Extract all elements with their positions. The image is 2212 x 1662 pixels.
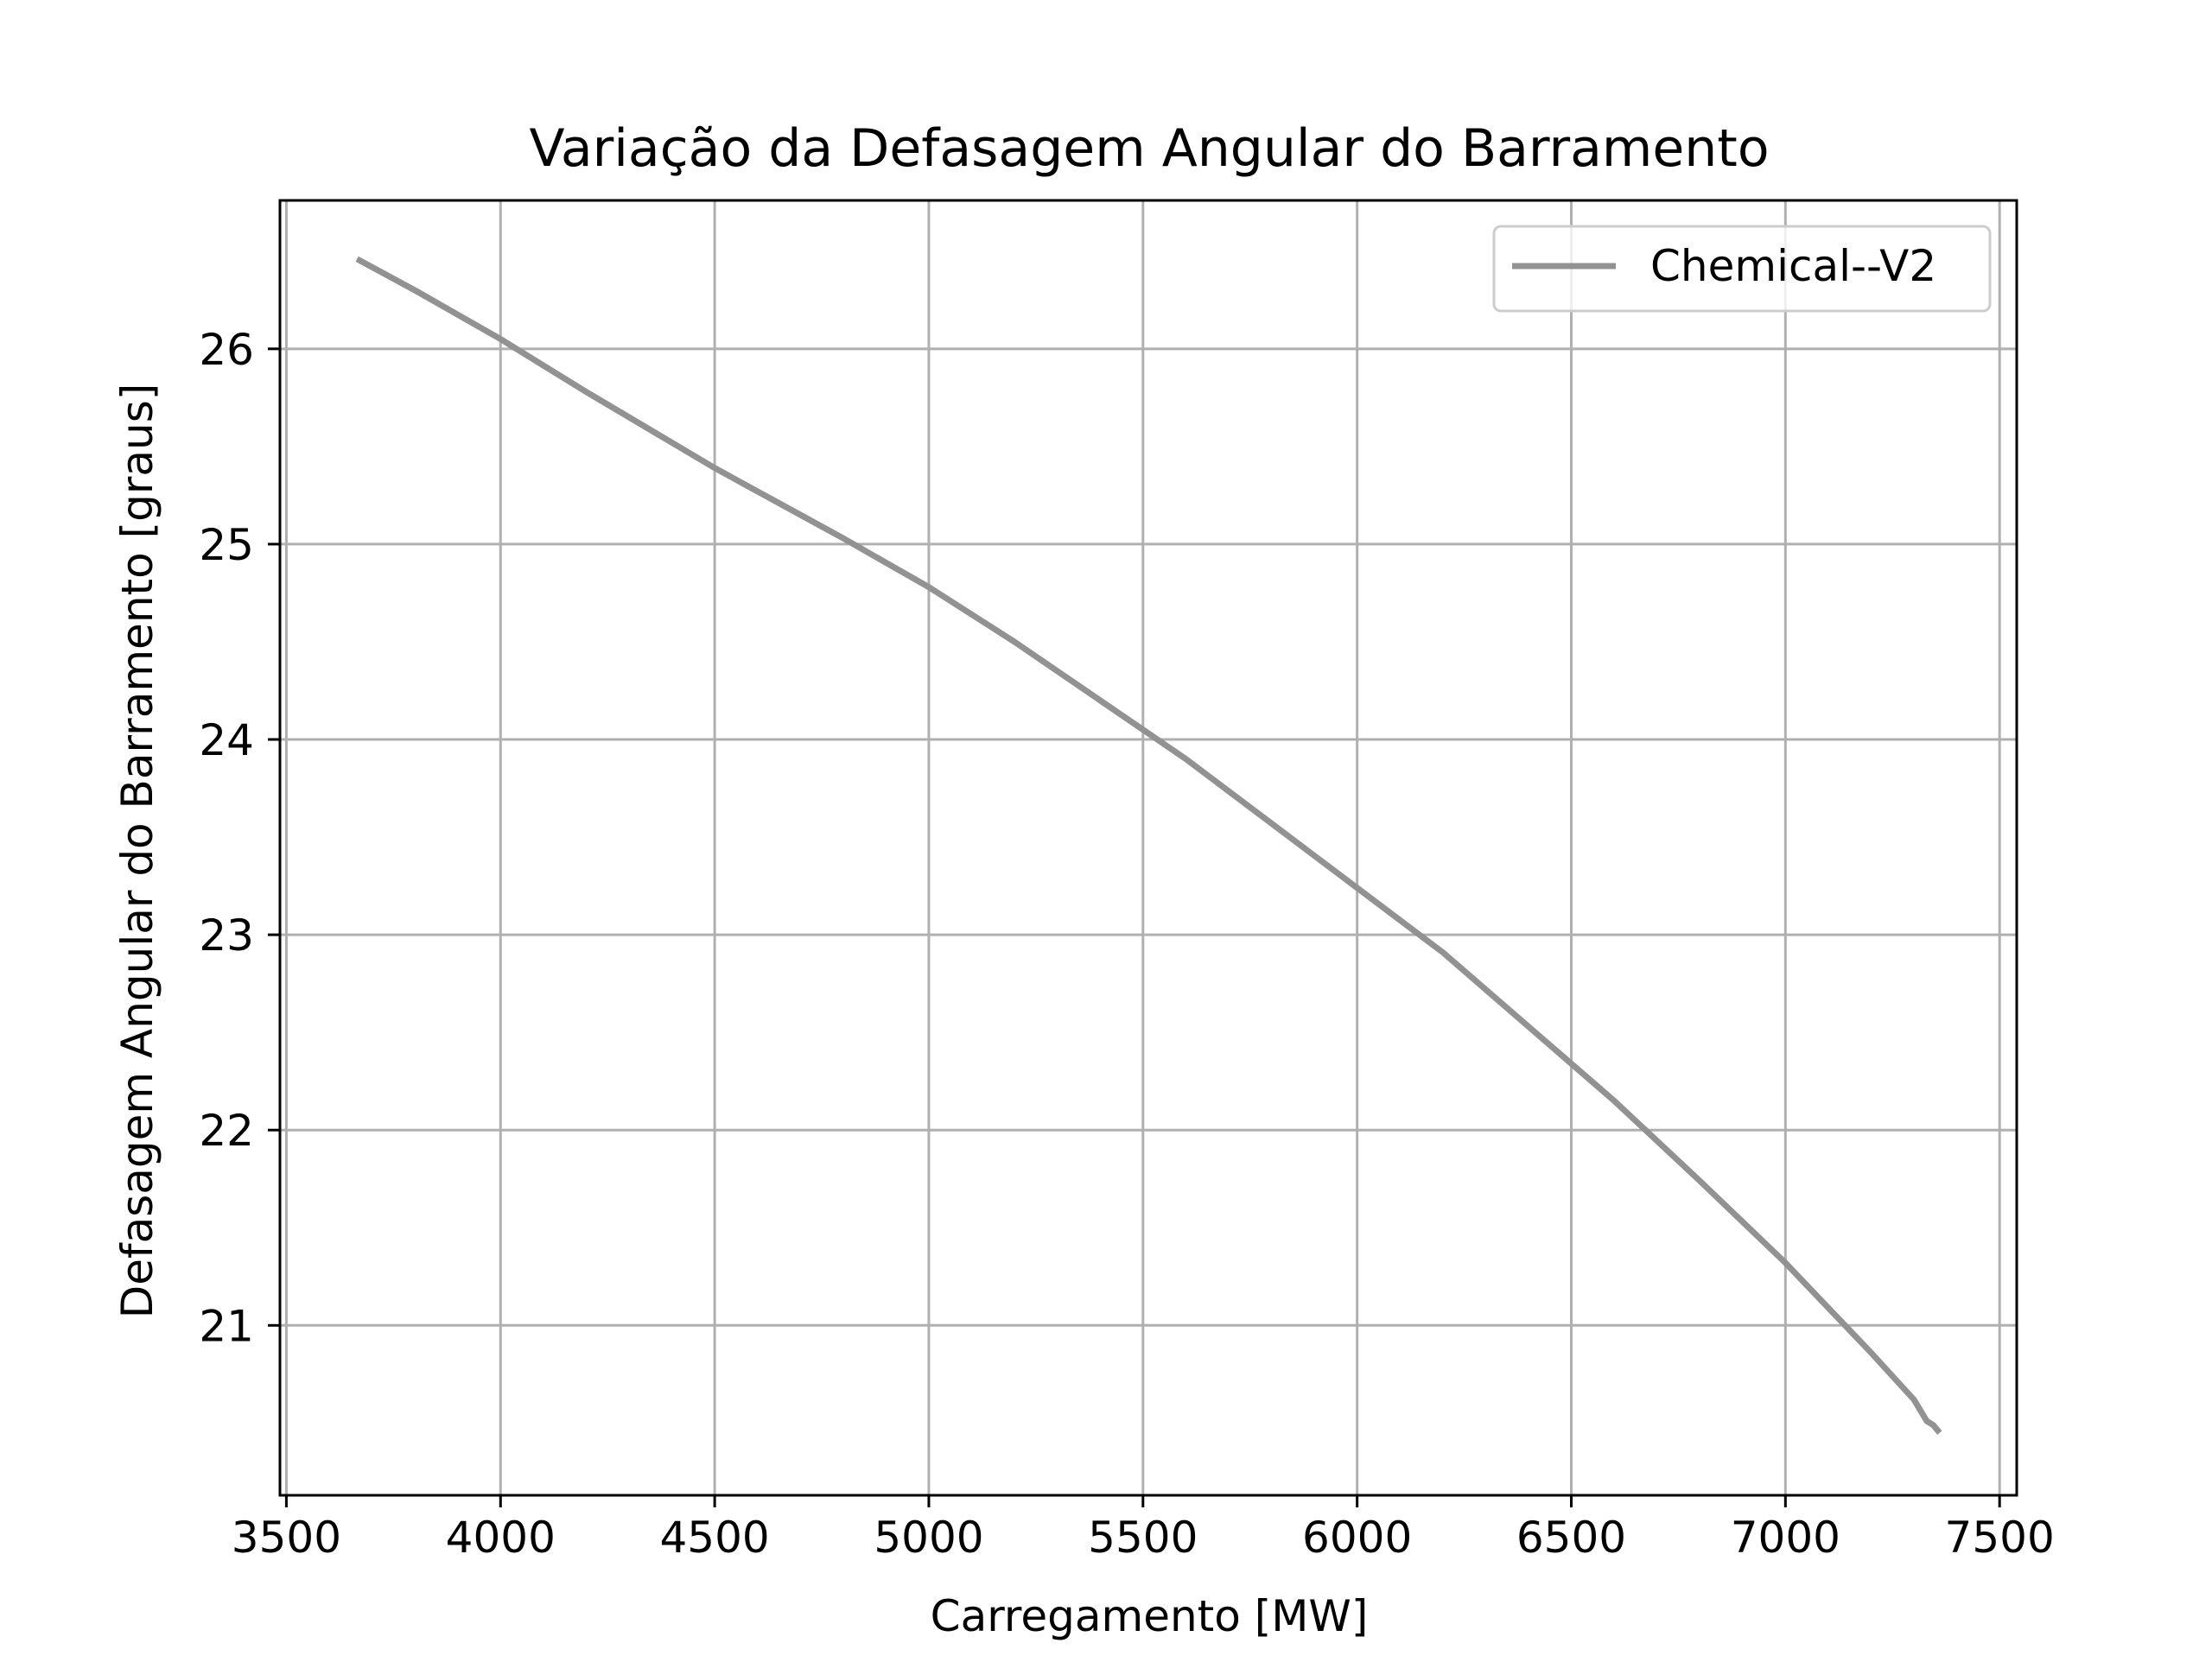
x-tick-label: 4500 <box>659 1513 769 1563</box>
grid-layer <box>280 200 2017 1495</box>
y-tick-label: 24 <box>199 715 254 765</box>
legend-box <box>1492 225 1992 313</box>
y-tick-label: 21 <box>199 1301 254 1351</box>
x-axis-label: Carregamento [MW] <box>931 1591 1369 1641</box>
x-tick-label: 3500 <box>232 1513 341 1563</box>
series-layer <box>355 256 1942 1435</box>
x-tick-label: 5500 <box>1088 1513 1198 1563</box>
x-tick-label: 5000 <box>874 1513 983 1563</box>
x-tick-label: 6500 <box>1516 1513 1626 1563</box>
y-tick-label: 26 <box>199 325 254 375</box>
y-tick-label: 22 <box>199 1106 254 1156</box>
chart-title: Variação da Defasagem Angular do Barrame… <box>529 118 1769 179</box>
tick-layer: 3500 4000 4500 5000 5500 6000 6500 7000 7500 21 22… <box>199 325 2054 1563</box>
legend-entry-label: Chemical--V2 <box>1650 241 1936 291</box>
legend: Chemical--V2 <box>1492 225 1992 313</box>
series-line-chemical-v2 <box>355 256 1942 1435</box>
plot-frame <box>278 199 2018 1497</box>
x-tick-label: 7500 <box>1945 1513 2055 1563</box>
y-axis-label: Defasagem Angular do Barramento [graus] <box>112 384 162 1319</box>
y-tick-label: 23 <box>199 910 254 961</box>
x-tick-label: 4000 <box>446 1513 556 1563</box>
y-tick-label: 25 <box>199 520 254 570</box>
x-tick-label: 7000 <box>1731 1513 1840 1563</box>
x-tick-label: 6000 <box>1302 1513 1412 1563</box>
